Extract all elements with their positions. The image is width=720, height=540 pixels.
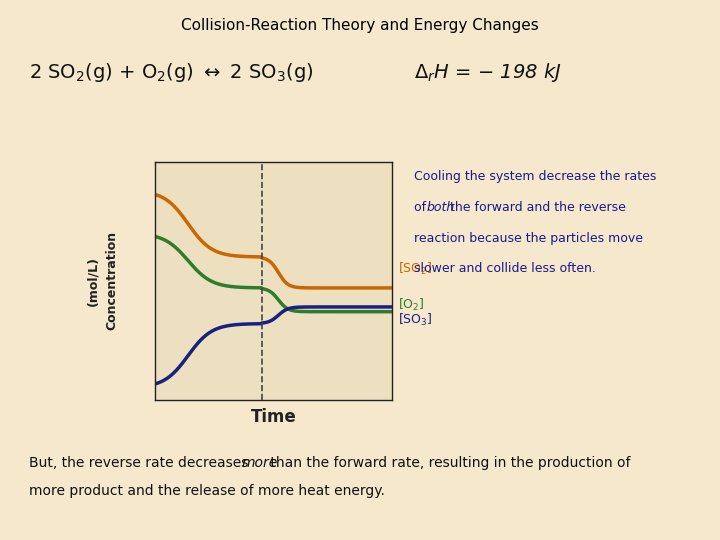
Text: Collision-Reaction Theory and Energy Changes: Collision-Reaction Theory and Energy Cha… [181, 18, 539, 33]
Text: both: both [427, 201, 455, 214]
Text: $\Delta_r H$ = $-$ 198 kJ: $\Delta_r H$ = $-$ 198 kJ [414, 62, 562, 84]
Text: But, the reverse rate decreases: But, the reverse rate decreases [29, 456, 253, 470]
Text: Concentration: Concentration [106, 231, 119, 330]
Text: Cooling the system decrease the rates: Cooling the system decrease the rates [414, 170, 657, 183]
Text: [SO$_2$]: [SO$_2$] [398, 261, 433, 277]
Text: (mol/L): (mol/L) [86, 256, 99, 306]
Text: of: of [414, 201, 430, 214]
Text: slower and collide less often.: slower and collide less often. [414, 262, 596, 275]
Text: 2 SO$_2$(g) + O$_2$(g) $\leftrightarrow$ 2 SO$_3$(g): 2 SO$_2$(g) + O$_2$(g) $\leftrightarrow$… [29, 62, 313, 84]
Text: than the forward rate, resulting in the production of: than the forward rate, resulting in the … [266, 456, 630, 470]
Text: [SO$_3$]: [SO$_3$] [398, 312, 433, 328]
X-axis label: Time: Time [251, 408, 297, 426]
Text: the forward and the reverse: the forward and the reverse [446, 201, 626, 214]
Text: reaction because the particles move: reaction because the particles move [414, 232, 643, 245]
Text: more: more [241, 456, 277, 470]
Text: more product and the release of more heat energy.: more product and the release of more hea… [29, 484, 384, 498]
Text: [O$_2$]: [O$_2$] [398, 297, 425, 313]
